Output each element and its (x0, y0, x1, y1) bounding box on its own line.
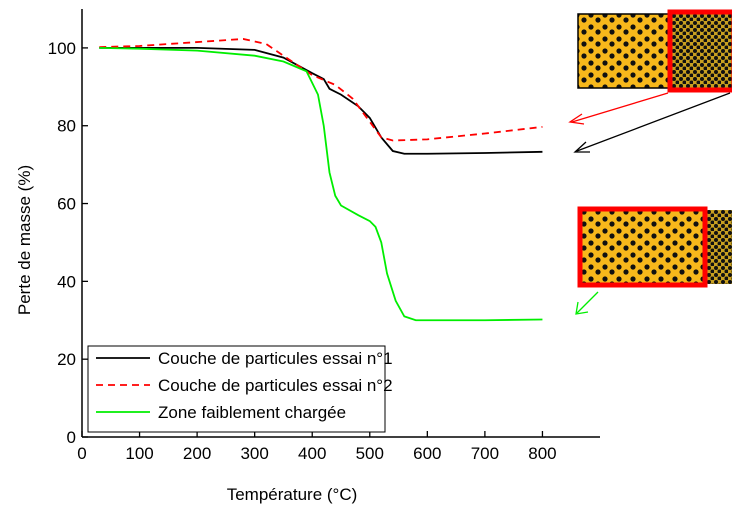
legend-label: Zone faiblement chargée (158, 403, 346, 422)
legend-label: Couche de particules essai n°1 (158, 349, 393, 368)
series-line (99, 47, 543, 322)
x-tick-label: 100 (125, 444, 153, 463)
y-tick-label: 100 (48, 39, 76, 58)
y-tick-label: 80 (57, 117, 76, 136)
y-tick-label: 40 (57, 272, 76, 291)
legend-label: Couche de particules essai n°2 (158, 376, 393, 395)
x-tick-label: 600 (413, 444, 441, 463)
x-tick-label: 0 (77, 444, 86, 463)
x-tick-label: 300 (240, 444, 268, 463)
x-tick-label: 700 (471, 444, 499, 463)
inset-top (577, 9, 732, 93)
x-tick-label: 500 (356, 444, 384, 463)
y-axis-label: Perte de masse (%) (15, 165, 34, 315)
arrows (568, 92, 731, 315)
series-line (99, 38, 543, 142)
plot: 0 100 200 300 400 500 600 700 800 0 20 40 60 80 100 Cou… (48, 9, 600, 463)
y-tick-label: 20 (57, 350, 76, 369)
y-tick-label: 0 (67, 428, 76, 447)
inset-bottom (577, 206, 732, 288)
legend-box (87, 345, 386, 433)
y-tick-label: 60 (57, 195, 76, 214)
x-axis-label: Température (°C) (227, 485, 358, 504)
x-tick-label: 800 (528, 444, 556, 463)
x-tick-label: 200 (183, 444, 211, 463)
x-tick-label: 400 (298, 444, 326, 463)
series-line (99, 47, 543, 155)
